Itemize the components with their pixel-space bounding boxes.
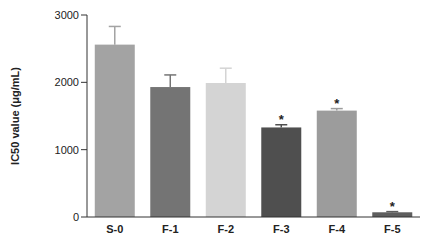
svg-text:S-0: S-0: [106, 223, 123, 235]
svg-text:*: *: [390, 199, 396, 214]
svg-text:2000: 2000: [55, 76, 79, 88]
svg-text:F-2: F-2: [218, 223, 235, 235]
svg-text:3000: 3000: [55, 9, 79, 21]
svg-text:0: 0: [73, 211, 79, 223]
svg-text:F-5: F-5: [384, 223, 401, 235]
svg-text:*: *: [334, 96, 340, 111]
svg-text:*: *: [279, 112, 285, 127]
svg-text:1000: 1000: [55, 144, 79, 156]
svg-text:F-4: F-4: [329, 223, 346, 235]
svg-text:IC50 value (μg/mL): IC50 value (μg/mL): [9, 67, 21, 165]
svg-text:F-3: F-3: [273, 223, 290, 235]
svg-text:F-1: F-1: [162, 223, 179, 235]
